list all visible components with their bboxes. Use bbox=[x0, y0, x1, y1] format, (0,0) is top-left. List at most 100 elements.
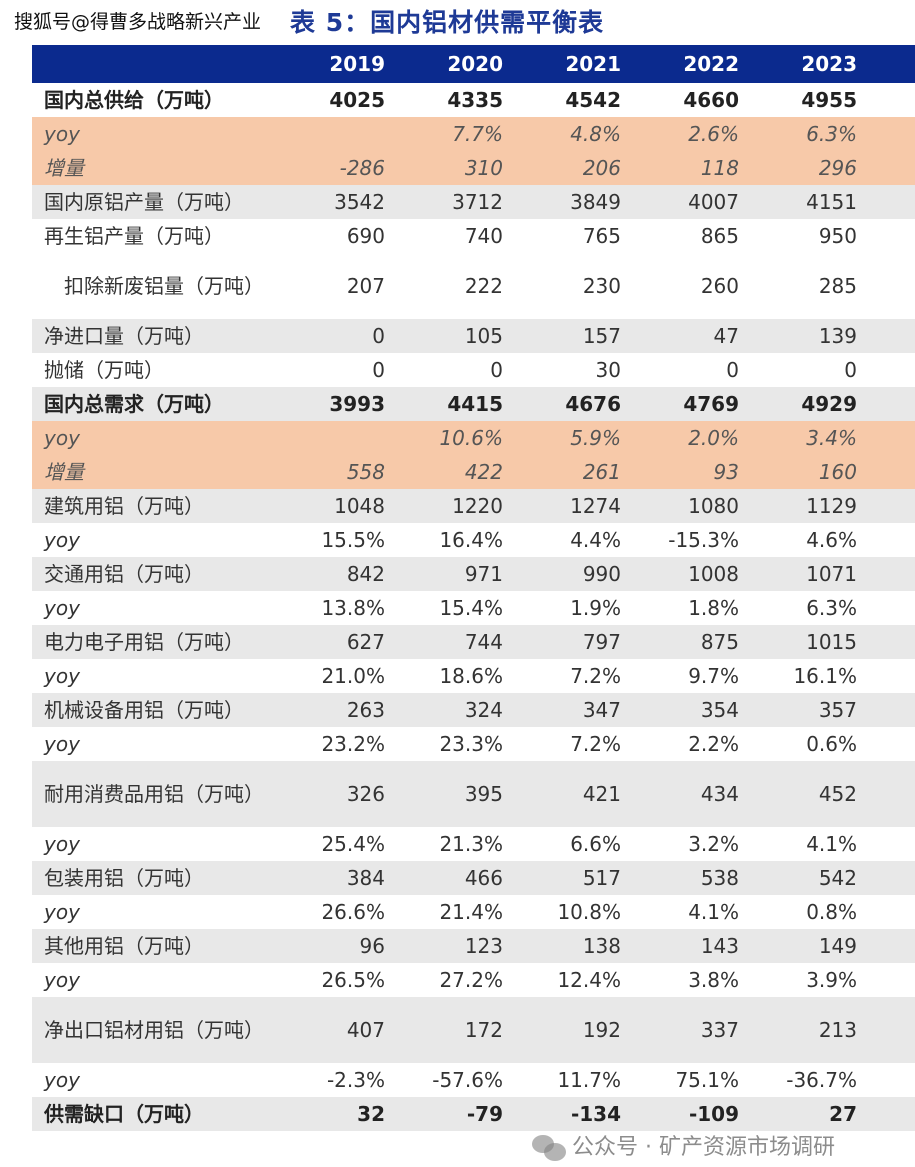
value-cell: 7.2% bbox=[570, 664, 621, 688]
value-cell: 3542 bbox=[334, 190, 385, 214]
value-cell: 16.4% bbox=[439, 528, 503, 552]
row-label: yoy bbox=[44, 900, 80, 924]
value-cell: 395 bbox=[464, 782, 503, 806]
row-label: 机械设备用铝（万吨） bbox=[44, 698, 244, 722]
table-row: yoy 26.6% 21.4% 10.8% 4.1% 0.8% bbox=[32, 895, 915, 929]
value-cell: 30 bbox=[595, 358, 621, 382]
value-cell: 21.4% bbox=[439, 900, 503, 924]
row-label: 电力电子用铝（万吨） bbox=[44, 630, 244, 654]
value-cell: 421 bbox=[582, 782, 621, 806]
value-cell: 4929 bbox=[801, 392, 857, 416]
value-cell: 21.3% bbox=[439, 832, 503, 856]
value-cell: 21.0% bbox=[321, 664, 385, 688]
value-cell: 172 bbox=[464, 1018, 503, 1042]
value-cell: 118 bbox=[700, 156, 739, 180]
value-cell: 96 bbox=[359, 934, 385, 958]
table-row: yoy 26.5% 27.2% 12.4% 3.8% 3.9% bbox=[32, 963, 915, 997]
row-label: 抛储（万吨） bbox=[44, 358, 164, 382]
value-cell: 143 bbox=[700, 934, 739, 958]
value-cell: 123 bbox=[464, 934, 503, 958]
table-row: yoy 15.5% 16.4% 4.4% -15.3% 4.6% bbox=[32, 523, 915, 557]
table-body: 国内总供给（万吨） 4025 4335 4542 4660 4955 yoy 7.7% 4.8%… bbox=[32, 83, 915, 1131]
row-label: yoy bbox=[44, 664, 80, 688]
value-cell: 765 bbox=[582, 224, 621, 248]
value-cell: -2.3% bbox=[326, 1068, 385, 1092]
value-cell: 93 bbox=[713, 460, 739, 484]
value-cell: 10.6% bbox=[439, 426, 503, 450]
row-label: 国内总需求（万吨） bbox=[44, 392, 224, 416]
value-cell: 4335 bbox=[447, 88, 503, 112]
table-row: yoy 13.8% 15.4% 1.9% 1.8% 6.3% bbox=[32, 591, 915, 625]
watermark-bottom-text: 公众号 · 矿产资源市场调研 bbox=[572, 1135, 835, 1160]
watermark-top: 搜狐号@得曹多战略新兴产业 bbox=[14, 11, 262, 33]
value-cell: 337 bbox=[700, 1018, 739, 1042]
value-cell: 517 bbox=[582, 866, 621, 890]
value-cell: -109 bbox=[688, 1102, 739, 1126]
table-row: 国内总供给（万吨） 4025 4335 4542 4660 4955 bbox=[32, 83, 915, 117]
value-cell: 1129 bbox=[806, 494, 857, 518]
value-cell: 0.6% bbox=[806, 732, 857, 756]
table-row: 其他用铝（万吨） 96 123 138 143 149 bbox=[32, 929, 915, 963]
table-row: 增量 558 422 261 93 160 bbox=[32, 455, 915, 489]
table-title: 表 5：国内铝材供需平衡表 bbox=[290, 8, 605, 37]
value-cell: 4.1% bbox=[806, 832, 857, 856]
value-cell: 5.9% bbox=[570, 426, 621, 450]
value-cell: 354 bbox=[700, 698, 739, 722]
row-label: 再生铝产量（万吨） bbox=[44, 224, 224, 248]
value-cell: 263 bbox=[346, 698, 385, 722]
value-cell: 23.2% bbox=[321, 732, 385, 756]
row-label: 净出口铝材用铝（万吨） bbox=[44, 1018, 264, 1042]
table-row: 交通用铝（万吨） 842 971 990 1008 1071 bbox=[32, 557, 915, 591]
value-cell: 4007 bbox=[688, 190, 739, 214]
value-cell: 4025 bbox=[329, 88, 385, 112]
value-cell: 18.6% bbox=[439, 664, 503, 688]
value-cell: 6.3% bbox=[806, 596, 857, 620]
value-cell: 0 bbox=[844, 358, 857, 382]
value-cell: 3.2% bbox=[688, 832, 739, 856]
value-cell: 10.8% bbox=[557, 900, 621, 924]
header-year: 2022 bbox=[683, 52, 739, 76]
value-cell: 7.2% bbox=[570, 732, 621, 756]
value-cell: 285 bbox=[818, 274, 857, 298]
value-cell: 0 bbox=[372, 324, 385, 348]
value-cell: 744 bbox=[464, 630, 503, 654]
row-label: 增量 bbox=[44, 156, 84, 180]
value-cell: 971 bbox=[464, 562, 503, 586]
row-label: 扣除新废铝量（万吨） bbox=[44, 274, 264, 298]
value-cell: 9.7% bbox=[688, 664, 739, 688]
row-label: yoy bbox=[44, 968, 80, 992]
value-cell: 797 bbox=[582, 630, 621, 654]
value-cell: -36.7% bbox=[786, 1068, 857, 1092]
value-cell: 25.4% bbox=[321, 832, 385, 856]
value-cell: 139 bbox=[818, 324, 857, 348]
row-label: yoy bbox=[44, 426, 80, 450]
value-cell: 261 bbox=[582, 460, 621, 484]
table-header-row: 2019 2020 2021 2022 2023 bbox=[32, 45, 915, 83]
value-cell: 1048 bbox=[334, 494, 385, 518]
supply-demand-table: 2019 2020 2021 2022 2023 国内总供给（万吨） 4025 43… bbox=[32, 45, 915, 1131]
row-label: 增量 bbox=[44, 460, 84, 484]
value-cell: 1008 bbox=[688, 562, 739, 586]
value-cell: 950 bbox=[818, 224, 857, 248]
value-cell: 842 bbox=[346, 562, 385, 586]
value-cell: 466 bbox=[464, 866, 503, 890]
value-cell: 1220 bbox=[452, 494, 503, 518]
watermark-bottom: 公众号 · 矿产资源市场调研 bbox=[532, 1134, 835, 1162]
table-row: 建筑用铝（万吨） 1048 1220 1274 1080 1129 bbox=[32, 489, 915, 523]
value-cell: 27 bbox=[829, 1102, 857, 1126]
table-row: 电力电子用铝（万吨） 627 744 797 875 1015 bbox=[32, 625, 915, 659]
row-label: 建筑用铝（万吨） bbox=[44, 494, 204, 518]
value-cell: 2.0% bbox=[688, 426, 739, 450]
value-cell: 213 bbox=[818, 1018, 857, 1042]
header-year: 2021 bbox=[565, 52, 621, 76]
wechat-icon bbox=[532, 1135, 566, 1161]
value-cell: 1274 bbox=[570, 494, 621, 518]
table-row: yoy 23.2% 23.3% 7.2% 2.2% 0.6% bbox=[32, 727, 915, 761]
value-cell: 4.6% bbox=[806, 528, 857, 552]
value-cell: 0 bbox=[372, 358, 385, 382]
value-cell: 740 bbox=[464, 224, 503, 248]
value-cell: 0.8% bbox=[806, 900, 857, 924]
table-row: yoy -2.3% -57.6% 11.7% 75.1% -36.7% bbox=[32, 1063, 915, 1097]
table-row: 耐用消费品用铝（万吨） 326 395 421 434 452 bbox=[32, 761, 915, 827]
value-cell: -15.3% bbox=[668, 528, 739, 552]
